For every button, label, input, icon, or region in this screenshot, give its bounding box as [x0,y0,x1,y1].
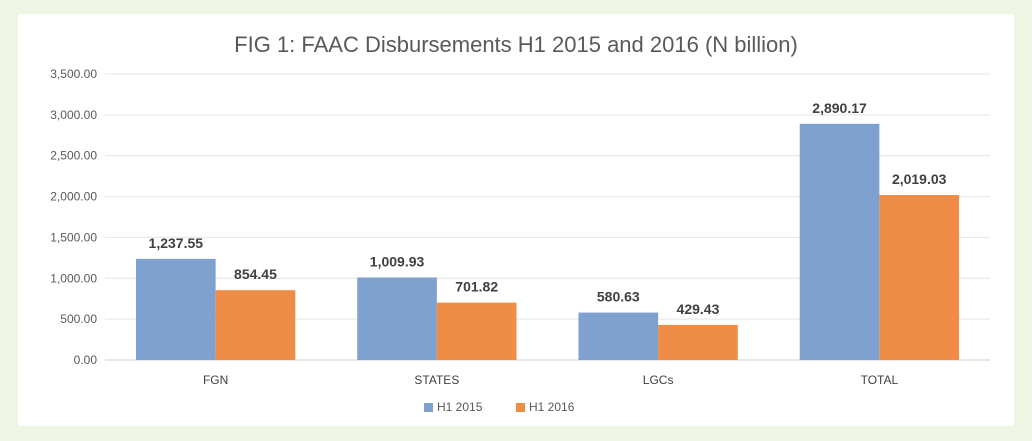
chart-panel: FIG 1: FAAC Disbursements H1 2015 and 20… [18,14,1014,426]
category-label: TOTAL [861,373,899,387]
bar-h1-2015-total [799,123,880,361]
bar-h1-2016-total [879,195,960,360]
data-label: 701.82 [455,279,498,295]
data-label: 2,890.17 [812,100,867,116]
chart-title: FIG 1: FAAC Disbursements H1 2015 and 20… [234,32,798,57]
bars [135,123,960,361]
data-label: 2,019.03 [892,171,947,187]
legend-label: H1 2015 [437,400,483,414]
bar-h1-2015-lgcs [578,312,659,360]
y-tick-label: 500.00 [60,312,97,326]
bar-h1-2016-states [436,302,517,360]
category-label: FGN [203,373,228,387]
bar-h1-2016-fgn [215,290,296,360]
bar-h1-2016-lgcs [658,324,738,360]
y-tick-label: 1,500.00 [50,230,97,244]
y-tick-label: 3,000.00 [50,108,97,122]
category-label: STATES [414,373,459,387]
legend-label: H1 2016 [529,400,575,414]
data-label: 854.45 [234,266,277,282]
bar-h1-2015-fgn [135,258,216,360]
y-tick-label: 3,500.00 [50,67,97,81]
legend: H1 2015 H1 2016 [424,400,575,414]
data-label: 429.43 [677,301,720,317]
x-axis-categories: FGN STATES LGCs TOTAL [203,373,899,387]
chart: FIG 1: FAAC Disbursements H1 2015 and 20… [50,32,990,414]
data-label: 580.63 [597,289,640,305]
data-label: 1,009.93 [370,253,425,269]
category-label: LGCs [643,373,674,387]
y-tick-label: 2,000.00 [50,190,97,204]
y-tick-label: 2,500.00 [50,149,97,163]
y-axis-ticks: 0.00 500.00 1,000.00 1,500.00 2,000.00 2,500.… [50,67,97,367]
legend-swatch [424,403,433,412]
bar-h1-2015-states [357,277,437,360]
data-label: 1,237.55 [149,235,204,251]
data-labels: 1,237.55 854.45 1,009.93 701.82 580.63 429.43… [149,100,947,317]
y-tick-label: 1,000.00 [50,271,97,285]
legend-swatch [516,403,525,412]
y-tick-label: 0.00 [74,353,98,367]
